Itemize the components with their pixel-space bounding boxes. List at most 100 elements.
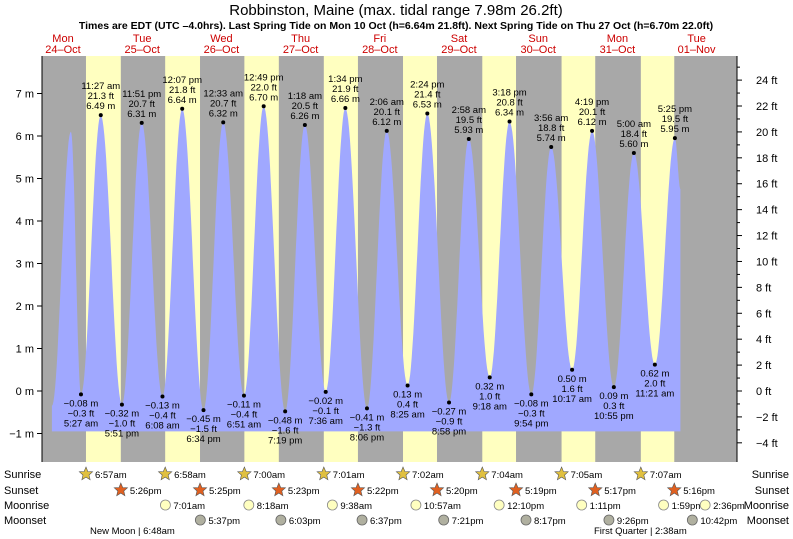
high-tide-time: 4:19 pm bbox=[575, 97, 609, 108]
left-tick-label: 3 m bbox=[16, 259, 34, 271]
low-tide-time: 9:54 pm bbox=[514, 418, 548, 429]
sunset-time: 5:20pm bbox=[446, 486, 478, 497]
moonrise-icon bbox=[160, 499, 171, 511]
moonset-time: 8:17pm bbox=[534, 516, 566, 527]
sunset-icon bbox=[587, 482, 603, 497]
left-tick-label: 1 m bbox=[16, 344, 34, 356]
sunrise-time: 7:00am bbox=[253, 470, 285, 481]
sunset-time: 5:19pm bbox=[525, 486, 557, 497]
high-tide-dot bbox=[384, 128, 389, 133]
day-name: Wed bbox=[210, 33, 232, 45]
low-tide-time: 6:08 am bbox=[145, 421, 179, 432]
low-tide-m: −0.48 m bbox=[268, 415, 303, 426]
sunrise-icon bbox=[474, 466, 490, 481]
moonset-time: 6:37pm bbox=[370, 516, 402, 527]
moonrise-icon bbox=[699, 499, 711, 511]
low-tide-ft: −0.9 ft bbox=[436, 416, 463, 427]
day-date: 24–Oct bbox=[45, 44, 80, 56]
row-label-right-sunset: Sunset bbox=[755, 485, 789, 497]
tide-curve bbox=[51, 106, 681, 432]
left-tick-label: −1 m bbox=[9, 429, 34, 441]
high-tide-dot bbox=[507, 119, 512, 124]
low-tide-dot bbox=[529, 392, 534, 397]
high-tide-m: 6.12 m bbox=[578, 117, 607, 128]
right-tick-label: 8 ft bbox=[756, 282, 771, 294]
sunrise-time: 7:04am bbox=[491, 470, 523, 481]
chart-subtitle: Times are EDT (UTC –4.0hrs). Last Spring… bbox=[79, 20, 713, 32]
high-tide-time: 1:34 pm bbox=[328, 74, 362, 85]
axes: 7 m 6 m 5 m 4 m 3 m 2 m 1 m 0 m −1 m 24 ft 22 ft 20… bbox=[9, 56, 778, 462]
moonset-icon bbox=[275, 514, 287, 526]
sunset-icon bbox=[271, 482, 287, 497]
sunrise-icon bbox=[78, 466, 94, 481]
sunset-icon bbox=[429, 482, 445, 497]
high-tide-time: 3:18 pm bbox=[492, 88, 526, 99]
high-tide-time: 5:25 pm bbox=[658, 104, 692, 115]
high-tide-m: 6.32 m bbox=[209, 108, 238, 119]
day-headers: Mon24–OctTue25–OctWed26–OctThu27–OctFri2… bbox=[45, 33, 716, 56]
right-tick-label: 24 ft bbox=[756, 75, 777, 87]
high-tide-ft: 20.5 ft bbox=[292, 101, 319, 112]
sunrise-icon bbox=[236, 466, 252, 481]
low-tide-dot bbox=[283, 409, 288, 414]
low-tide-m: 0.62 m bbox=[640, 369, 669, 380]
low-tide-dot bbox=[119, 402, 124, 407]
moonrise-time: 1:11pm bbox=[590, 501, 621, 512]
row-label-moonrise: Moonrise bbox=[4, 500, 49, 512]
low-tide-m: 0.13 m bbox=[393, 389, 422, 400]
low-tide-ft: −0.1 ft bbox=[312, 406, 339, 417]
high-tide-m: 6.31 m bbox=[127, 109, 156, 120]
day-name: Sat bbox=[451, 33, 468, 45]
right-tick-label: −2 ft bbox=[756, 412, 778, 424]
low-tide-dot bbox=[201, 408, 206, 413]
high-tide-m: 6.70 m bbox=[249, 92, 278, 103]
right-tick-label: 22 ft bbox=[756, 101, 777, 113]
low-tide-ft: 1.6 ft bbox=[562, 384, 583, 395]
right-tick-label: 14 ft bbox=[756, 205, 777, 217]
low-tide-time: 5:27 am bbox=[64, 418, 98, 429]
high-tide-ft: 20.8 ft bbox=[496, 98, 523, 109]
low-tide-ft: −1.6 ft bbox=[272, 425, 299, 436]
sunrise-time: 7:01am bbox=[333, 470, 365, 481]
high-tide-ft: 21.4 ft bbox=[414, 89, 441, 100]
high-tide-ft: 20.1 ft bbox=[374, 107, 401, 118]
row-label-sunrise: Sunrise bbox=[4, 469, 41, 481]
moon-phase-first-quarter: First Quarter | 2:38am bbox=[594, 526, 687, 537]
moonset-time: 10:42pm bbox=[700, 516, 737, 527]
low-tide-ft: −0.3 ft bbox=[68, 408, 95, 419]
high-tide-m: 6.53 m bbox=[413, 99, 442, 110]
moonrise-icon bbox=[576, 499, 588, 511]
moonset-time: 5:37pm bbox=[208, 516, 240, 527]
left-tick-label: 6 m bbox=[16, 131, 34, 143]
row-label-moonset: Moonset bbox=[4, 515, 46, 527]
right-tick-label: 6 ft bbox=[756, 308, 771, 320]
day-date: 01–Nov bbox=[678, 44, 716, 56]
moonrise-time: 1:59pm bbox=[672, 501, 704, 512]
low-tide-ft: −1.0 ft bbox=[109, 419, 136, 430]
high-tide-m: 6.64 m bbox=[168, 95, 197, 106]
right-tick-label: 16 ft bbox=[756, 179, 777, 191]
high-tide-dot bbox=[466, 136, 471, 141]
low-tide-m: −0.08 m bbox=[514, 398, 549, 409]
astronomy-rows: Sunrise Sunrise Sunset Sunset Moonrise Moonri… bbox=[4, 466, 789, 537]
low-tide-m: 0.32 m bbox=[475, 381, 504, 392]
high-tide-m: 6.49 m bbox=[86, 101, 115, 112]
sunset-time: 5:23pm bbox=[288, 486, 320, 497]
moonset-icon bbox=[603, 514, 615, 526]
right-tick-label: 4 ft bbox=[756, 334, 771, 346]
moonrise-time: 10:57am bbox=[424, 501, 461, 512]
moonrise-time: 9:38am bbox=[340, 501, 372, 512]
low-tide-m: −0.41 m bbox=[350, 412, 385, 423]
left-tick-label: 2 m bbox=[16, 301, 34, 313]
low-tide-ft: −1.3 ft bbox=[354, 422, 381, 433]
high-tide-dot bbox=[343, 105, 348, 110]
low-tide-dot bbox=[405, 383, 410, 388]
sunset-time: 5:26pm bbox=[130, 486, 162, 497]
high-tide-dot bbox=[261, 104, 266, 109]
right-tick-label: 18 ft bbox=[756, 153, 777, 165]
low-tide-dot bbox=[487, 375, 492, 380]
high-tide-dot bbox=[221, 120, 226, 125]
low-tide-m: −0.02 m bbox=[308, 396, 343, 407]
high-tide-time: 1:18 am bbox=[288, 91, 322, 102]
